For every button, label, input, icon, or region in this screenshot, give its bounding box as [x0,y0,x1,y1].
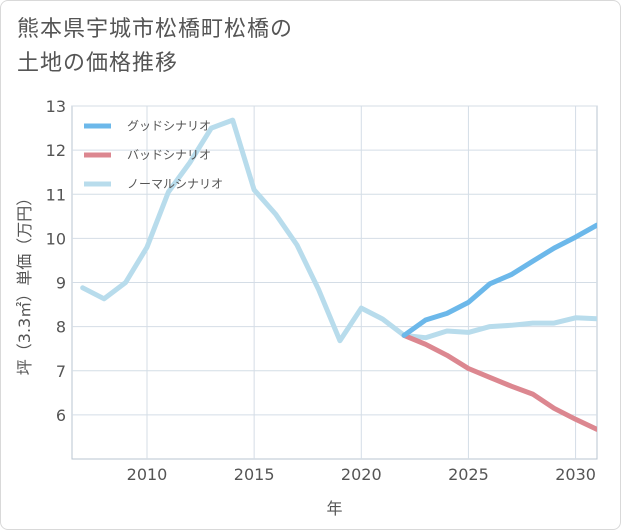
chart-title: 熊本県宇城市松橋町松橋の 土地の価格推移 [17,13,437,81]
legend-label-good: グッドシナリオ [127,119,211,133]
y-tick-label: 9 [56,274,66,293]
y-tick-label: 13 [46,97,66,116]
x-tick-label: 2020 [341,465,382,484]
y-axis-label: 坪（3.3㎡）単価（万円） [15,190,34,375]
y-tick-label: 8 [56,318,66,337]
y-tick-label: 10 [46,229,66,248]
chart-title-line-1: 熊本県宇城市松橋町松橋の [17,17,294,42]
x-tick-label: 2010 [127,465,168,484]
x-tick-label: 2015 [234,465,275,484]
chart-title-line-2: 土地の価格推移 [17,51,179,76]
y-tick-label: 12 [46,141,66,160]
series-line-normal [80,117,597,344]
legend-label-bad: バッドシナリオ [127,148,211,162]
y-tick-label: 11 [46,185,66,204]
series-line-good [401,222,597,338]
x-tick-label: 2025 [448,465,489,484]
x-tick-label: 2030 [555,465,596,484]
legend-label-normal: ノーマルシナリオ [127,177,223,191]
series-line-bad [401,332,597,432]
x-axis-label: 年 [326,499,342,518]
y-tick-label: 7 [56,362,66,381]
y-tick-label: 6 [56,406,66,425]
